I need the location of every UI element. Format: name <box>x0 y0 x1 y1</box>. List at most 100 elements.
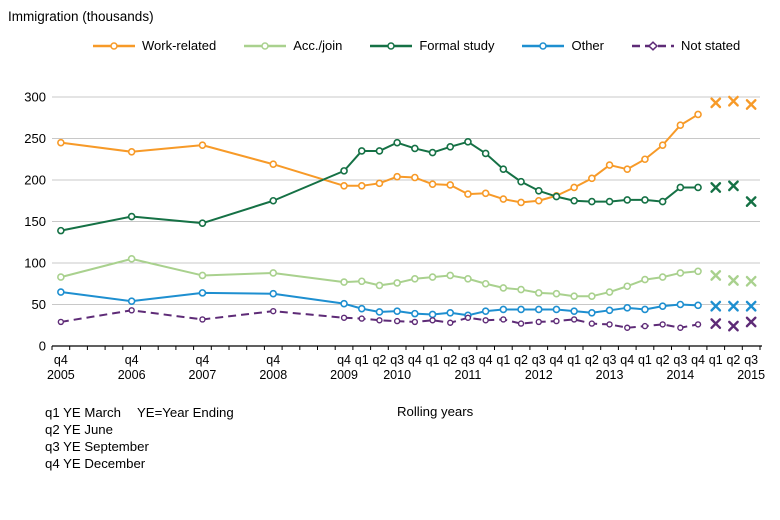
footnote-q1: q1 YE March YE=Year Ending <box>45 404 234 421</box>
legend-item-acc-join: Acc./join <box>243 38 342 53</box>
data-point-marker <box>499 305 508 314</box>
x-tick-quarter: q2 <box>372 353 386 367</box>
data-point-marker <box>198 271 207 280</box>
data-point-marker <box>357 304 366 313</box>
data-point-marker <box>499 195 508 203</box>
data-point-marker <box>446 181 455 189</box>
data-point-marker <box>447 319 454 326</box>
x-tick-year: 2013 <box>596 368 624 382</box>
series-other <box>57 288 757 320</box>
y-tick-label: 0 <box>39 339 46 354</box>
chart-title: Immigration (thousands) <box>8 9 154 24</box>
data-point-marker <box>658 141 667 149</box>
provisional-x-marker <box>710 270 722 281</box>
data-point-marker <box>198 141 207 149</box>
y-tick-label: 100 <box>24 256 46 271</box>
data-point-marker <box>481 189 490 198</box>
x-tick-quarter: q3 <box>461 353 475 367</box>
data-point-marker <box>358 315 365 322</box>
provisional-x-marker <box>710 300 722 312</box>
legend-swatch-formal-study <box>370 41 413 50</box>
data-point-marker <box>198 289 207 297</box>
data-point-marker <box>269 269 278 277</box>
provisional-x-marker <box>728 300 739 312</box>
rolling-years-label: Rolling years <box>397 404 474 419</box>
data-point-marker <box>641 196 649 204</box>
data-point-marker <box>199 316 206 323</box>
data-point-marker <box>127 147 136 156</box>
data-point-marker <box>605 197 614 206</box>
data-point-marker <box>128 307 135 314</box>
legend-swatch-other <box>522 41 565 50</box>
data-point-marker <box>605 288 614 296</box>
legend-marker-other <box>539 41 548 50</box>
legend-swatch-not-stated <box>631 40 674 51</box>
data-point-marker <box>552 289 561 298</box>
data-point-marker <box>588 292 596 301</box>
data-point-marker <box>57 288 65 296</box>
x-tick-year: 2009 <box>330 368 358 382</box>
footnote-q4: q4 YE December <box>45 456 146 471</box>
legend-item-other: Other <box>521 38 604 53</box>
data-point-marker <box>500 316 507 323</box>
data-point-marker <box>464 138 472 146</box>
data-point-marker <box>340 167 348 175</box>
data-point-marker <box>482 317 489 324</box>
x-tick-quarter: q1 <box>496 353 510 367</box>
provisional-x-marker <box>710 182 722 193</box>
x-tick-quarter: q3 <box>603 353 617 367</box>
data-point-marker <box>464 314 472 321</box>
legend-marker-formal-study <box>387 41 396 50</box>
data-point-marker <box>464 190 472 198</box>
x-tick-year: 2012 <box>525 368 553 382</box>
y-tick-label: 150 <box>24 214 46 229</box>
provisional-x-marker <box>745 275 757 287</box>
legend-marker-acc-join <box>261 41 269 50</box>
x-tick-quarter: q1 <box>426 353 440 367</box>
data-point-marker <box>694 301 702 310</box>
series-not-stated <box>57 307 757 332</box>
x-tick-quarter: q1 <box>709 353 723 367</box>
data-point-marker <box>588 197 596 206</box>
data-point-marker <box>428 273 437 281</box>
data-point-marker <box>57 138 65 147</box>
data-point-marker <box>641 305 649 314</box>
data-point-marker <box>357 277 366 286</box>
x-tick-year: 2010 <box>383 368 411 382</box>
legend-label-formal-study: Formal study <box>419 38 495 53</box>
data-point-marker <box>534 186 543 195</box>
data-point-marker <box>659 321 666 328</box>
legend-swatch-work-related <box>93 41 135 50</box>
legend-item-formal-study: Formal study <box>369 38 494 53</box>
series-line <box>60 257 699 298</box>
data-point-marker <box>127 297 136 305</box>
provisional-x-marker <box>728 320 739 332</box>
data-point-marker <box>570 292 578 301</box>
data-point-marker <box>393 279 401 287</box>
x-tick-year: 2008 <box>259 368 287 382</box>
data-point-marker <box>570 307 578 315</box>
data-point-marker <box>623 196 632 204</box>
x-tick-quarter: q4 <box>549 353 563 367</box>
provisional-x-marker <box>745 99 757 110</box>
footnote-q2: q2 YE June <box>45 422 113 437</box>
data-point-marker <box>375 308 384 316</box>
data-point-marker <box>57 318 65 326</box>
ye-definition: YE=Year Ending <box>137 405 234 420</box>
legend-label-other: Other <box>571 38 604 53</box>
data-point-marker <box>606 321 613 328</box>
data-point-marker <box>641 322 649 330</box>
x-tick-year: 2007 <box>189 368 217 382</box>
y-axis-labels: 0 50 100 150 200 250 300 <box>24 90 46 354</box>
x-tick-year: 2006 <box>118 368 146 382</box>
data-point-marker <box>446 308 455 317</box>
y-tick-label: 300 <box>24 90 46 105</box>
data-point-marker <box>446 143 455 151</box>
data-point-marker <box>588 320 596 327</box>
data-point-marker <box>623 165 632 174</box>
y-tick-label: 50 <box>32 297 46 312</box>
x-tick-quarter: q2 <box>585 353 599 367</box>
data-point-marker <box>658 197 667 206</box>
legend-marker-not-stated <box>647 40 659 51</box>
